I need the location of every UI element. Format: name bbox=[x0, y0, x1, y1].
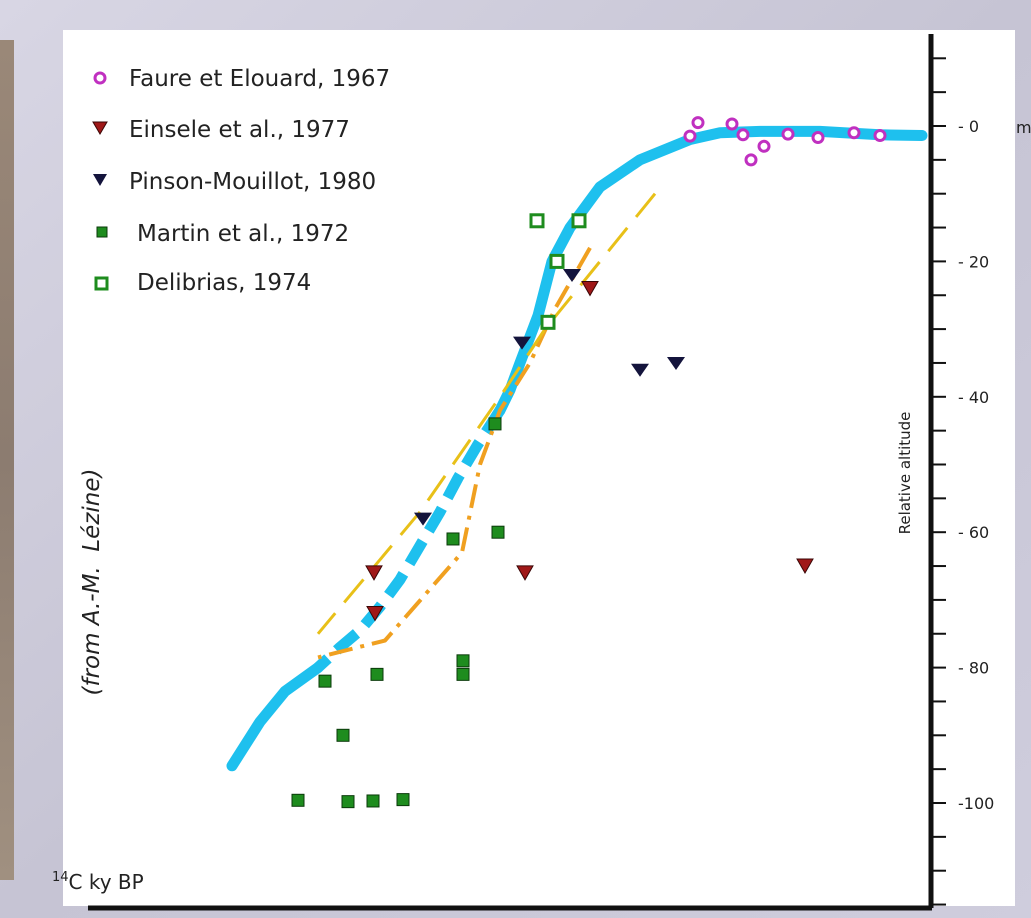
data-point-einsele-et-al-1977 bbox=[796, 558, 814, 575]
y-tick-label: - 60 bbox=[958, 523, 989, 542]
data-point-martin-et-al-1972 bbox=[318, 674, 332, 688]
data-point-martin-et-al-1972 bbox=[291, 793, 305, 807]
data-point-faure-et-elouard-1967 bbox=[736, 128, 750, 142]
legend-label-einsele: Einsele et al., 1977 bbox=[129, 117, 350, 143]
data-point-martin-et-al-1972 bbox=[366, 794, 380, 808]
y-tick-label: - 80 bbox=[958, 659, 989, 678]
data-point-pinson-mouillot-1980 bbox=[667, 356, 685, 370]
data-point-einsele-et-al-1977 bbox=[366, 605, 384, 622]
y-ticks-layer: - 0 - 20 - 40 - 60 - 80 -100 bbox=[931, 57, 994, 906]
legend-marker-martin bbox=[96, 226, 108, 238]
y-axis-title: Relative altitude bbox=[896, 412, 914, 535]
data-point-faure-et-elouard-1967 bbox=[725, 117, 739, 131]
curves-layer bbox=[226, 125, 928, 772]
data-point-delibrias-1974 bbox=[540, 314, 556, 330]
curve-yellow-dashed bbox=[316, 192, 657, 635]
legend-label-martin: Martin et al., 1972 bbox=[137, 221, 349, 247]
y-tick-label: - 40 bbox=[958, 388, 989, 407]
data-point-pinson-mouillot-1980 bbox=[414, 512, 432, 526]
plot-panel bbox=[63, 30, 1015, 906]
x-axis-title-superscript: 14 bbox=[52, 870, 69, 885]
legend-label-delibrias: Delibrias, 1974 bbox=[137, 270, 311, 296]
data-point-faure-et-elouard-1967 bbox=[781, 127, 795, 141]
y-tick-label: - 20 bbox=[958, 252, 989, 271]
data-point-einsele-et-al-1977 bbox=[516, 565, 534, 581]
data-point-martin-et-al-1972 bbox=[370, 667, 384, 681]
curve-sea-level-solid bbox=[494, 125, 928, 416]
left-photo-strip bbox=[0, 40, 14, 880]
attribution-text: (from A.-M. Lézine) bbox=[79, 469, 105, 696]
data-point-faure-et-elouard-1967 bbox=[691, 116, 705, 130]
data-point-faure-et-elouard-1967 bbox=[847, 126, 861, 140]
legend: Faure et Elouard, 1967 Einsele et al., 1… bbox=[92, 66, 390, 296]
legend-marker-delibrias bbox=[94, 276, 109, 291]
data-point-pinson-mouillot-1980 bbox=[563, 268, 581, 282]
data-point-faure-et-elouard-1967 bbox=[873, 128, 887, 142]
data-point-martin-et-al-1972 bbox=[336, 728, 350, 742]
data-point-faure-et-elouard-1967 bbox=[757, 139, 771, 153]
x-axis-title: 14C ky BP bbox=[52, 870, 144, 894]
data-point-martin-et-al-1972 bbox=[456, 654, 470, 668]
data-point-faure-et-elouard-1967 bbox=[811, 131, 825, 145]
legend-marker-pinson bbox=[93, 174, 107, 186]
data-point-pinson-mouillot-1980 bbox=[631, 363, 649, 377]
legend-marker-einsele bbox=[92, 121, 108, 135]
data-point-delibrias-1974 bbox=[549, 253, 565, 269]
y-unit-label: m bbox=[1016, 118, 1031, 137]
curve-sea-level-tail bbox=[226, 662, 324, 772]
data-point-martin-et-al-1972 bbox=[456, 667, 470, 681]
data-point-martin-et-al-1972 bbox=[341, 795, 355, 809]
data-point-einsele-et-al-1977 bbox=[365, 565, 383, 581]
data-point-einsele-et-al-1977 bbox=[581, 280, 599, 297]
points-layer bbox=[291, 116, 887, 809]
y-tick-label: - 0 bbox=[958, 117, 979, 136]
data-point-pinson-mouillot-1980 bbox=[513, 336, 531, 350]
legend-label-faure: Faure et Elouard, 1967 bbox=[129, 66, 390, 92]
data-point-martin-et-al-1972 bbox=[491, 525, 505, 539]
legend-label-pinson: Pinson-Mouillot, 1980 bbox=[129, 169, 376, 195]
y-tick-label: -100 bbox=[958, 794, 994, 813]
legend-marker-faure bbox=[93, 71, 107, 85]
data-point-delibrias-1974 bbox=[529, 213, 545, 229]
data-point-delibrias-1974 bbox=[571, 213, 587, 229]
curve-orange-dashdot bbox=[317, 246, 592, 660]
data-point-faure-et-elouard-1967 bbox=[683, 129, 697, 143]
x-axis-title-main: C ky BP bbox=[69, 870, 144, 894]
curve-sea-level-dashed bbox=[314, 407, 505, 672]
data-point-martin-et-al-1972 bbox=[446, 532, 460, 546]
data-point-martin-et-al-1972 bbox=[488, 417, 502, 431]
data-point-martin-et-al-1972 bbox=[396, 793, 410, 807]
data-point-faure-et-elouard-1967 bbox=[744, 153, 758, 167]
